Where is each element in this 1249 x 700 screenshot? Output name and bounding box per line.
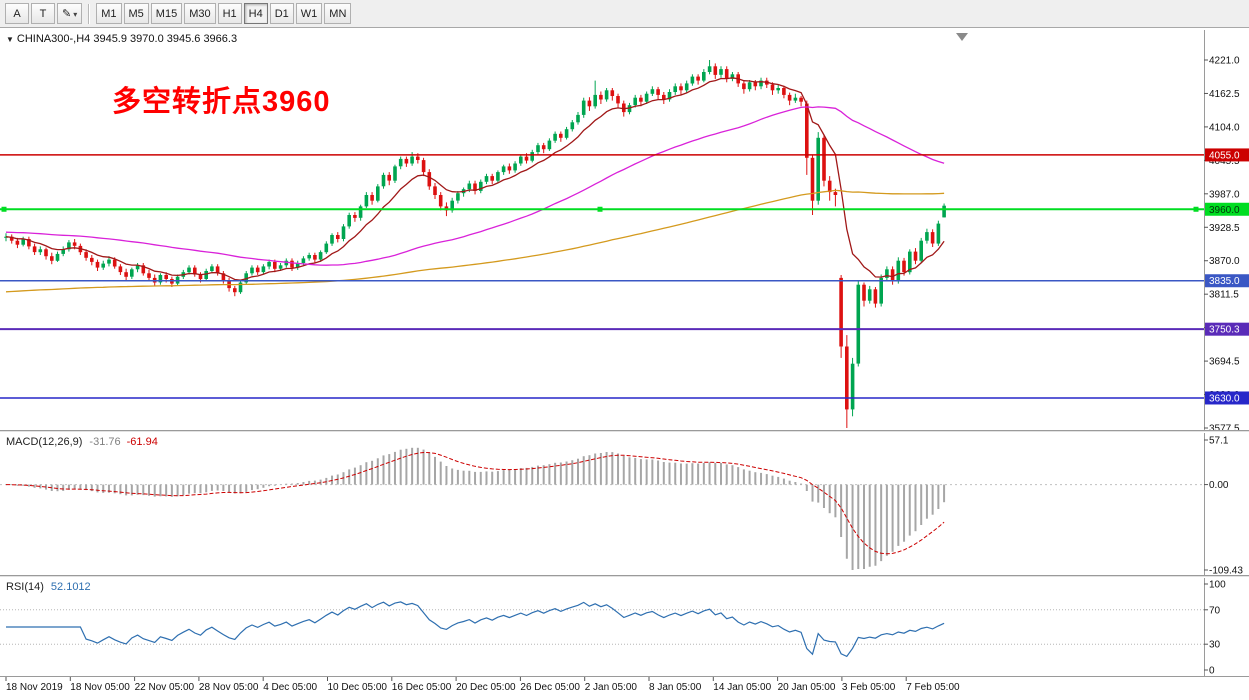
- price-tag-label: 3960.0: [1209, 205, 1240, 216]
- time-axis-label: 7 Feb 05:00: [906, 682, 960, 693]
- price-tag-label: 3750.3: [1209, 325, 1240, 336]
- timeframe-button-m1[interactable]: M1: [96, 3, 122, 24]
- macd-title: MACD(12,26,9): [6, 436, 83, 448]
- rsi-indicator-label: RSI(14) 52.1012: [6, 581, 91, 593]
- price-axis-label: 3987.0: [1209, 189, 1240, 200]
- price-axis-label: 3928.5: [1209, 223, 1240, 234]
- pane-separator[interactable]: [0, 430, 1249, 433]
- symbol-ohlc-text: CHINA300-,H4 3945.9 3970.0 3945.6 3966.3: [16, 33, 238, 45]
- macd-signal-line: [5, 451, 945, 555]
- ma-line-slow: [5, 189, 945, 293]
- timeframe-button-d1[interactable]: D1: [269, 3, 294, 24]
- macd-axis-label: -109.43: [1209, 566, 1243, 577]
- macd-histogram: [10, 447, 946, 570]
- timeframe-button-h1[interactable]: H1: [217, 3, 242, 24]
- timeframe-button-h4[interactable]: H4: [243, 3, 268, 24]
- macd-main-value: -31.76: [89, 436, 121, 448]
- toolbar-separator: [88, 3, 91, 24]
- price-axis-label: 4162.5: [1209, 89, 1240, 100]
- cursor-tool-button[interactable]: A: [5, 3, 29, 24]
- time-axis-label: 10 Dec 05:00: [328, 682, 388, 693]
- time-axis-label: 3 Feb 05:00: [842, 682, 896, 693]
- timeframe-button-m15[interactable]: M15: [150, 3, 183, 24]
- chart-annotation: 多空转折点3960: [112, 86, 331, 118]
- price-tag: [1205, 322, 1249, 336]
- price-tag: [1205, 391, 1249, 405]
- time-axis-label: 8 Jan 05:00: [649, 682, 702, 693]
- hline-handle[interactable]: [1, 206, 7, 212]
- pane-separator[interactable]: [0, 575, 1249, 578]
- time-axis-label: 20 Dec 05:00: [456, 682, 516, 693]
- time-axis-label: 18 Nov 2019: [6, 682, 63, 693]
- timeframe-button-m5[interactable]: M5: [123, 3, 149, 24]
- time-axis-label: 28 Nov 05:00: [199, 682, 259, 693]
- time-axis-label: 18 Nov 05:00: [70, 682, 130, 693]
- rsi-axis-label: 70: [1209, 605, 1221, 616]
- pencil-icon: ✎: [62, 8, 72, 20]
- price-axis-label: 3811.5: [1209, 290, 1239, 301]
- rsi-axis-label: 0: [1209, 666, 1215, 677]
- ma-line-fast: [5, 77, 945, 281]
- timeframe-button-w1[interactable]: W1: [295, 3, 323, 24]
- price-tag-label: 4055.0: [1209, 150, 1240, 161]
- rsi-value: 52.1012: [50, 581, 91, 593]
- macd-signal-value: -61.94: [126, 436, 158, 448]
- draw-tools-dropdown-button[interactable]: ✎ ▾: [57, 3, 83, 24]
- price-tag-label: 3835.0: [1209, 276, 1240, 287]
- time-axis-label: 20 Jan 05:00: [778, 682, 836, 693]
- time-axis-label: 4 Dec 05:00: [263, 682, 317, 693]
- hline-handle[interactable]: [597, 206, 603, 212]
- top-toolbar: A T ✎ ▾ M1 M5 M15 M30 H1 H4 D1 W1 MN: [0, 0, 1249, 28]
- price-axis-label: 3694.5: [1209, 357, 1240, 368]
- time-axis-label: 22 Nov 05:00: [135, 682, 195, 693]
- price-axis-label: 3577.5: [1209, 424, 1240, 435]
- macd-indicator-label: MACD(12,26,9) -31.76 -61.94: [6, 436, 158, 448]
- time-axis-label: 16 Dec 05:00: [392, 682, 452, 693]
- time-axis-label: 2 Jan 05:00: [585, 682, 638, 693]
- price-axis-label: 4104.0: [1209, 122, 1240, 133]
- price-tag-label: 3630.0: [1209, 393, 1240, 404]
- symbol-ohlc-info: ▼ CHINA300-,H4 3945.9 3970.0 3945.6 3966.…: [6, 33, 237, 45]
- time-axis-label: 26 Dec 05:00: [520, 682, 580, 693]
- macd-axis-label: 57.1: [1209, 436, 1229, 447]
- price-tag: [1205, 148, 1249, 162]
- rsi-axis-label: 100: [1209, 580, 1226, 591]
- symbol-marker-icon: ▼: [6, 35, 14, 44]
- chevron-down-icon: ▾: [73, 10, 78, 19]
- price-axis-label: 3870.0: [1209, 256, 1240, 267]
- rsi-title: RSI(14): [6, 581, 44, 593]
- price-axis-label: 4221.0: [1209, 56, 1240, 67]
- hline-handle[interactable]: [1193, 206, 1199, 212]
- rsi-line: [6, 601, 945, 658]
- timeframe-button-mn[interactable]: MN: [324, 3, 352, 24]
- price-tag: [1205, 202, 1249, 216]
- timeframe-group: M1 M5 M15 M30 H1 H4 D1 W1 MN: [95, 3, 352, 24]
- macd-axis-label: 0.00: [1209, 480, 1229, 491]
- price-tag: [1205, 274, 1249, 288]
- time-axis-label: 14 Jan 05:00: [713, 682, 771, 693]
- chart-shift-marker-icon[interactable]: [956, 33, 968, 41]
- text-tool-button[interactable]: T: [31, 3, 55, 24]
- rsi-axis-label: 30: [1209, 640, 1221, 651]
- timeframe-button-m30[interactable]: M30: [184, 3, 216, 24]
- ma-line-mid: [5, 106, 945, 266]
